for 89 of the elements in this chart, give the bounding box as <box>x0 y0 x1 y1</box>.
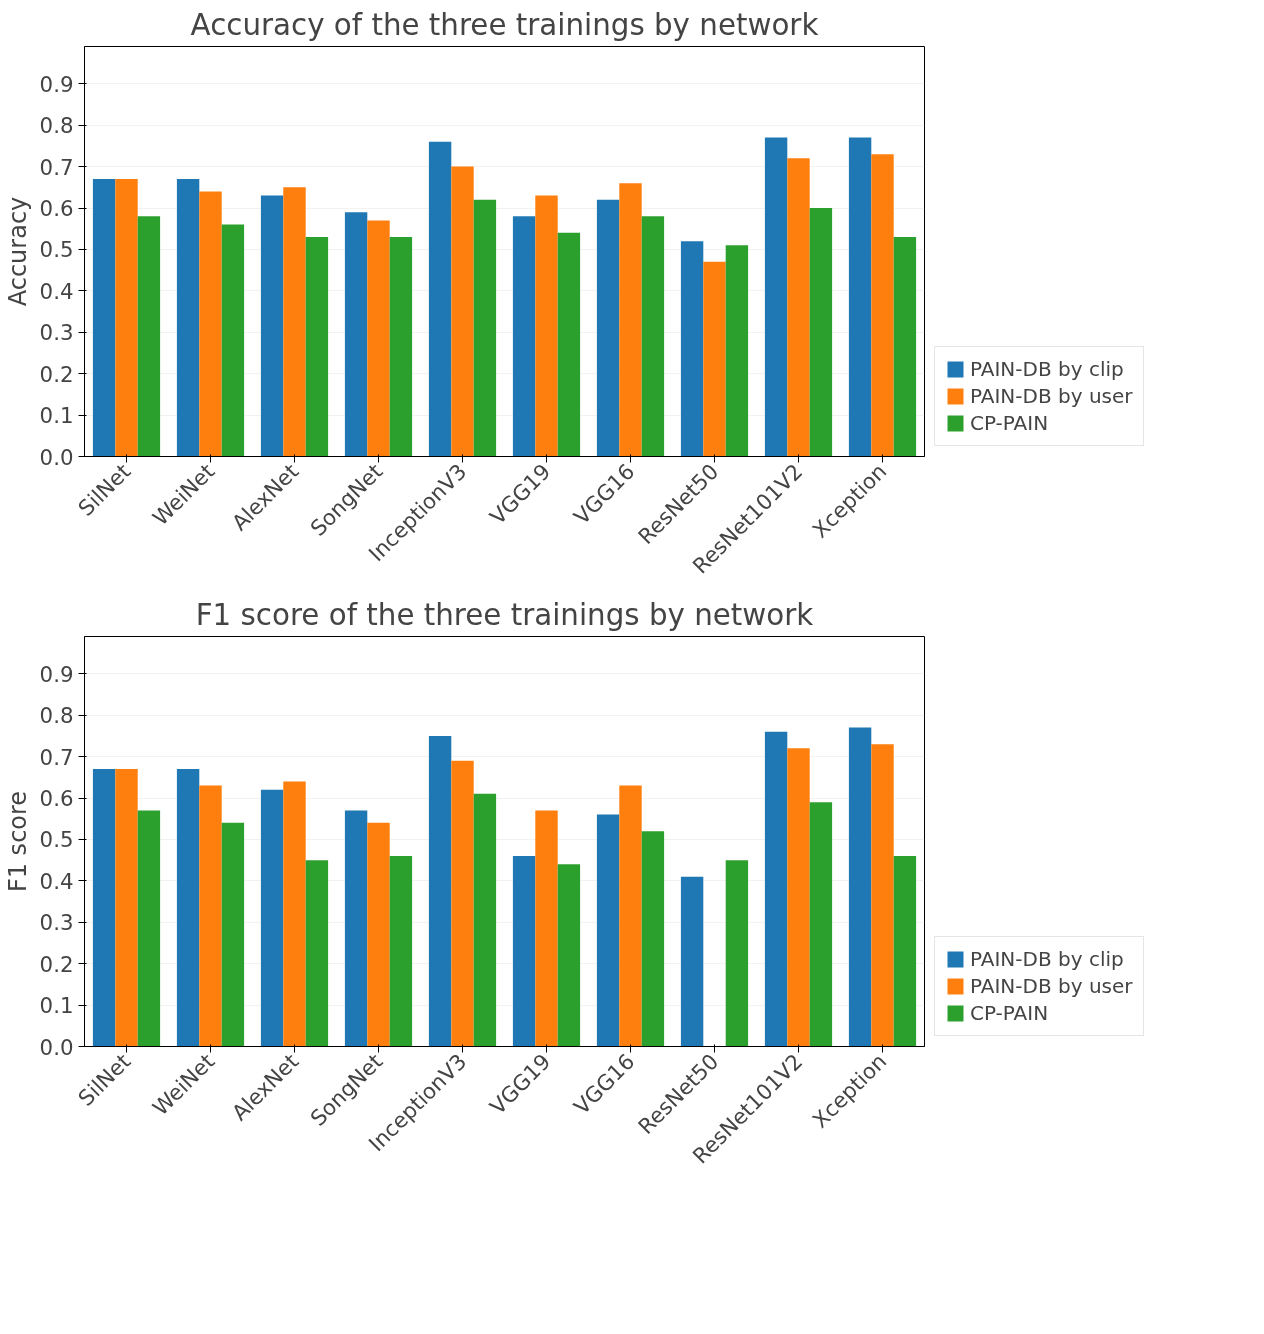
bar <box>557 864 581 1047</box>
bar <box>725 860 749 1047</box>
y-axis-title: F1 score <box>3 790 32 893</box>
bar <box>680 876 704 1047</box>
bar <box>428 735 452 1047</box>
bar <box>283 781 306 1047</box>
bar <box>137 216 161 457</box>
bar <box>871 744 894 1047</box>
y-tick-label: 0.7 <box>39 154 74 180</box>
y-tick-label: 0.2 <box>39 361 74 387</box>
bar <box>725 245 749 457</box>
chart-title: Accuracy of the three trainings by network <box>190 7 819 42</box>
bar <box>535 810 558 1047</box>
bar <box>137 810 161 1047</box>
y-tick-label: 0.6 <box>39 786 74 812</box>
bar <box>176 179 200 457</box>
bar <box>703 261 726 457</box>
bar <box>367 220 390 457</box>
bar <box>619 785 642 1047</box>
y-tick-label: 0.4 <box>39 278 74 304</box>
bar <box>596 199 620 457</box>
bar <box>764 731 788 1047</box>
bar <box>893 855 917 1047</box>
bar <box>92 179 116 457</box>
bar <box>809 802 833 1047</box>
legend-label: PAIN-DB by user <box>970 384 1133 408</box>
bar <box>596 814 620 1047</box>
y-tick-label: 0.6 <box>39 196 74 222</box>
bar <box>619 183 642 457</box>
y-tick-label: 0.5 <box>39 827 74 853</box>
bar <box>451 166 474 457</box>
y-tick-label: 0.3 <box>39 910 74 936</box>
bar <box>473 793 497 1047</box>
bar <box>473 199 497 457</box>
y-tick-label: 0.9 <box>39 661 74 687</box>
bar <box>283 187 306 457</box>
legend-label: PAIN-DB by clip <box>970 357 1124 381</box>
y-tick-label: 0.2 <box>39 951 74 977</box>
bar <box>92 769 116 1047</box>
y-tick-label: 0.0 <box>39 1034 74 1060</box>
bar <box>344 810 368 1047</box>
y-tick-label: 0.5 <box>39 237 74 263</box>
bar <box>221 822 245 1047</box>
bar <box>787 748 810 1047</box>
bar <box>871 154 894 457</box>
bar <box>115 179 138 457</box>
bar <box>176 769 200 1047</box>
y-tick-label: 0.3 <box>39 320 74 346</box>
bar <box>115 769 138 1047</box>
bar <box>221 224 245 457</box>
y-tick-label: 0.0 <box>39 444 74 470</box>
legend-label: PAIN-DB by clip <box>970 947 1124 971</box>
bar <box>389 237 413 457</box>
bar <box>305 237 329 457</box>
bar <box>680 241 704 457</box>
y-tick-label: 0.8 <box>39 113 74 139</box>
bar <box>512 216 536 457</box>
y-tick-label: 0.7 <box>39 744 74 770</box>
bar <box>557 232 581 457</box>
bar <box>451 760 474 1047</box>
bar <box>764 137 788 457</box>
y-tick-label: 0.1 <box>39 993 74 1019</box>
bar <box>367 822 390 1047</box>
bar <box>344 212 368 457</box>
bar <box>787 158 810 457</box>
bar <box>535 195 558 457</box>
bar <box>305 860 329 1047</box>
bar <box>428 141 452 457</box>
y-tick-label: 0.1 <box>39 403 74 429</box>
bar <box>512 855 536 1047</box>
y-tick-label: 0.9 <box>39 71 74 97</box>
bar <box>389 855 413 1047</box>
bar <box>809 208 833 457</box>
legend-label: CP-PAIN <box>970 411 1049 435</box>
bar <box>848 727 872 1047</box>
bar <box>260 789 284 1047</box>
bar <box>893 237 917 457</box>
bar <box>199 191 222 457</box>
chart-title: F1 score of the three trainings by network <box>195 597 814 632</box>
y-tick-label: 0.4 <box>39 868 74 894</box>
bar <box>848 137 872 457</box>
y-axis-title: Accuracy <box>3 196 32 307</box>
legend-label: PAIN-DB by user <box>970 974 1133 998</box>
bar <box>199 785 222 1047</box>
legend-label: CP-PAIN <box>970 1001 1049 1025</box>
bar <box>260 195 284 457</box>
bar <box>641 831 665 1047</box>
y-tick-label: 0.8 <box>39 703 74 729</box>
bar <box>641 216 665 457</box>
